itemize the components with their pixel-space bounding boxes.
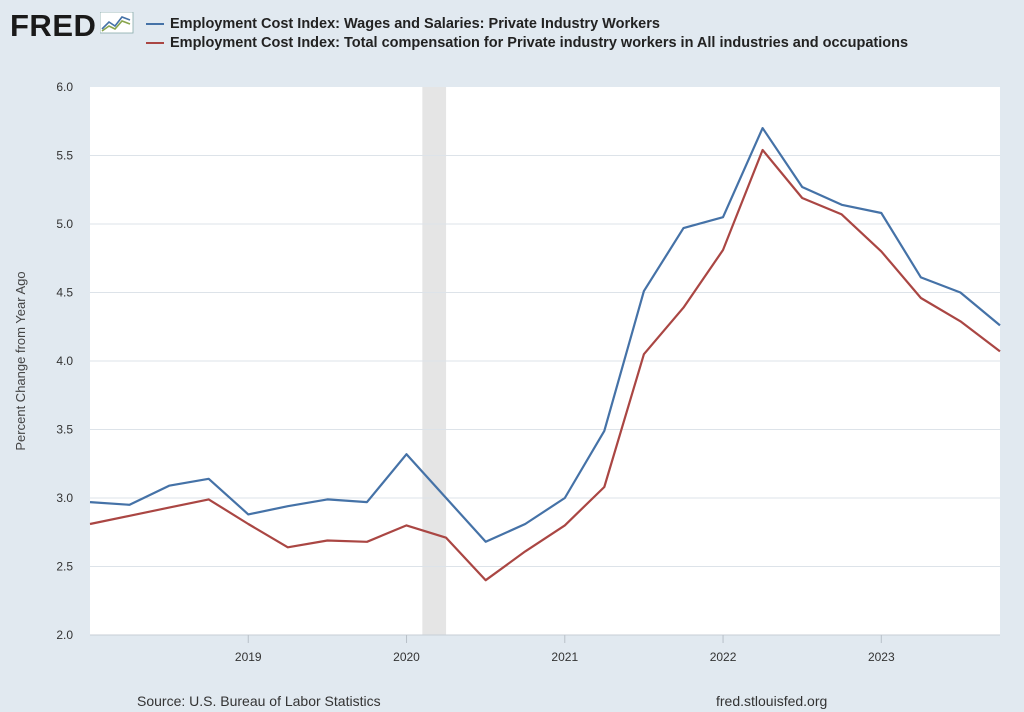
legend-label-series-2: Employment Cost Index: Total compensatio… xyxy=(170,34,909,51)
x-tick-label: 2023 xyxy=(868,650,895,664)
y-tick-label: 3.5 xyxy=(56,423,73,437)
y-tick-label: 6.0 xyxy=(56,80,73,94)
fred-logo[interactable]: FRED xyxy=(10,8,97,43)
legend-swatch-series-2 xyxy=(146,41,164,44)
gridlines xyxy=(90,155,1000,567)
y-tick-label: 2.5 xyxy=(56,560,73,574)
chart-legend: Employment Cost Index: Wages and Salarie… xyxy=(146,14,908,52)
y-tick-label: 2.0 xyxy=(56,628,73,642)
source-note: Source: U.S. Bureau of Labor Statistics xyxy=(137,693,381,709)
legend-item-series-1[interactable]: Employment Cost Index: Wages and Salarie… xyxy=(146,14,908,33)
y-tick-label: 4.0 xyxy=(56,354,73,368)
fred-sparkline-icon xyxy=(100,12,134,34)
x-tick-label: 2020 xyxy=(393,650,420,664)
x-tick-label: 2021 xyxy=(551,650,578,664)
y-axis-label: Percent Change from Year Ago xyxy=(13,271,28,450)
y-tick-label: 5.0 xyxy=(56,217,73,231)
legend-label-series-1: Employment Cost Index: Wages and Salarie… xyxy=(170,15,660,32)
y-tick-label: 4.5 xyxy=(56,286,73,300)
legend-item-series-2[interactable]: Employment Cost Index: Total compensatio… xyxy=(146,33,908,52)
y-tick-label: 5.5 xyxy=(56,149,73,163)
series-line-1[interactable] xyxy=(89,127,1001,543)
legend-swatch-series-1 xyxy=(146,22,164,25)
credit-link[interactable]: fred.stlouisfed.org xyxy=(716,693,828,709)
x-tick-label: 2022 xyxy=(710,650,737,664)
series-lines xyxy=(89,127,1001,582)
axes: Percent Change from Year Ago 2.0 2.5 3.0 3.… xyxy=(13,80,1000,664)
x-tick-label: 2019 xyxy=(235,650,262,664)
series-line-2[interactable] xyxy=(89,148,1001,582)
y-tick-label: 3.0 xyxy=(56,491,73,505)
